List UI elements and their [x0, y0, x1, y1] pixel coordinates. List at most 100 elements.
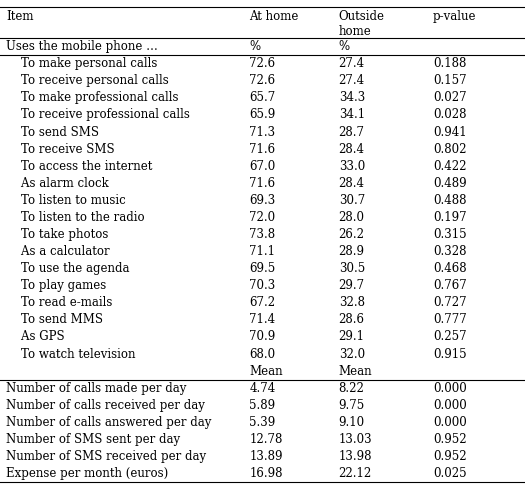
Text: 0.000: 0.000	[433, 416, 467, 429]
Text: Number of calls made per day: Number of calls made per day	[6, 382, 187, 395]
Text: 30.5: 30.5	[339, 262, 365, 275]
Text: 0.952: 0.952	[433, 450, 467, 463]
Text: 67.0: 67.0	[249, 160, 276, 173]
Text: 29.1: 29.1	[339, 330, 365, 344]
Text: Mean: Mean	[339, 365, 372, 378]
Text: p-value: p-value	[433, 10, 477, 23]
Text: 28.9: 28.9	[339, 245, 365, 258]
Text: Uses the mobile phone …: Uses the mobile phone …	[6, 40, 158, 53]
Text: To receive personal calls: To receive personal calls	[6, 74, 169, 87]
Text: To receive SMS: To receive SMS	[6, 142, 115, 156]
Text: 0.802: 0.802	[433, 142, 467, 156]
Text: 0.767: 0.767	[433, 279, 467, 292]
Text: 28.0: 28.0	[339, 211, 365, 224]
Text: Mean: Mean	[249, 365, 283, 378]
Text: At home: At home	[249, 10, 299, 23]
Text: 70.3: 70.3	[249, 279, 276, 292]
Text: 13.03: 13.03	[339, 433, 372, 446]
Text: 0.952: 0.952	[433, 433, 467, 446]
Text: To read e-mails: To read e-mails	[6, 297, 113, 309]
Text: To send SMS: To send SMS	[6, 126, 99, 138]
Text: 12.78: 12.78	[249, 433, 283, 446]
Text: 8.22: 8.22	[339, 382, 364, 395]
Text: 65.7: 65.7	[249, 91, 276, 105]
Text: %: %	[339, 40, 350, 53]
Text: 0.941: 0.941	[433, 126, 467, 138]
Text: 72.0: 72.0	[249, 211, 276, 224]
Text: To use the agenda: To use the agenda	[6, 262, 130, 275]
Text: As alarm clock: As alarm clock	[6, 177, 109, 190]
Text: 0.025: 0.025	[433, 467, 467, 480]
Text: 0.197: 0.197	[433, 211, 467, 224]
Text: 27.4: 27.4	[339, 74, 365, 87]
Text: To access the internet: To access the internet	[6, 160, 153, 173]
Text: Expense per month (euros): Expense per month (euros)	[6, 467, 169, 480]
Text: To watch television: To watch television	[6, 348, 136, 360]
Text: As GPS: As GPS	[6, 330, 65, 344]
Text: 0.000: 0.000	[433, 382, 467, 395]
Text: 0.027: 0.027	[433, 91, 467, 105]
Text: 0.727: 0.727	[433, 297, 467, 309]
Text: 22.12: 22.12	[339, 467, 372, 480]
Text: Number of calls answered per day: Number of calls answered per day	[6, 416, 212, 429]
Text: 0.315: 0.315	[433, 228, 467, 241]
Text: 71.1: 71.1	[249, 245, 276, 258]
Text: 0.488: 0.488	[433, 194, 467, 207]
Text: 65.9: 65.9	[249, 109, 276, 121]
Text: 69.3: 69.3	[249, 194, 276, 207]
Text: 73.8: 73.8	[249, 228, 276, 241]
Text: To make personal calls: To make personal calls	[6, 57, 158, 70]
Text: 72.6: 72.6	[249, 74, 276, 87]
Text: 34.3: 34.3	[339, 91, 365, 105]
Text: To make professional calls: To make professional calls	[6, 91, 179, 105]
Text: To listen to music: To listen to music	[6, 194, 126, 207]
Text: Number of SMS received per day: Number of SMS received per day	[6, 450, 206, 463]
Text: 71.6: 71.6	[249, 177, 276, 190]
Text: 32.0: 32.0	[339, 348, 365, 360]
Text: 28.4: 28.4	[339, 142, 365, 156]
Text: Outside
home: Outside home	[339, 10, 385, 38]
Text: 34.1: 34.1	[339, 109, 365, 121]
Text: To send MMS: To send MMS	[6, 313, 103, 327]
Text: 0.328: 0.328	[433, 245, 467, 258]
Text: %: %	[249, 40, 260, 53]
Text: 0.489: 0.489	[433, 177, 467, 190]
Text: To receive professional calls: To receive professional calls	[6, 109, 190, 121]
Text: 70.9: 70.9	[249, 330, 276, 344]
Text: 30.7: 30.7	[339, 194, 365, 207]
Text: 0.000: 0.000	[433, 399, 467, 412]
Text: To listen to the radio: To listen to the radio	[6, 211, 145, 224]
Text: 0.157: 0.157	[433, 74, 467, 87]
Text: Number of SMS sent per day: Number of SMS sent per day	[6, 433, 181, 446]
Text: 71.6: 71.6	[249, 142, 276, 156]
Text: 33.0: 33.0	[339, 160, 365, 173]
Text: 71.3: 71.3	[249, 126, 276, 138]
Text: 5.89: 5.89	[249, 399, 276, 412]
Text: 27.4: 27.4	[339, 57, 365, 70]
Text: 29.7: 29.7	[339, 279, 365, 292]
Text: To take photos: To take photos	[6, 228, 109, 241]
Text: 0.468: 0.468	[433, 262, 467, 275]
Text: 28.4: 28.4	[339, 177, 365, 190]
Text: 71.4: 71.4	[249, 313, 276, 327]
Text: 0.777: 0.777	[433, 313, 467, 327]
Text: 9.10: 9.10	[339, 416, 365, 429]
Text: 0.257: 0.257	[433, 330, 467, 344]
Text: 0.915: 0.915	[433, 348, 467, 360]
Text: 4.74: 4.74	[249, 382, 276, 395]
Text: As a calculator: As a calculator	[6, 245, 110, 258]
Text: 28.7: 28.7	[339, 126, 365, 138]
Text: 26.2: 26.2	[339, 228, 365, 241]
Text: 28.6: 28.6	[339, 313, 365, 327]
Text: 32.8: 32.8	[339, 297, 365, 309]
Text: To play games: To play games	[6, 279, 107, 292]
Text: 5.39: 5.39	[249, 416, 276, 429]
Text: 0.028: 0.028	[433, 109, 467, 121]
Text: 9.75: 9.75	[339, 399, 365, 412]
Text: 0.422: 0.422	[433, 160, 467, 173]
Text: 13.89: 13.89	[249, 450, 283, 463]
Text: Item: Item	[6, 10, 34, 23]
Text: 67.2: 67.2	[249, 297, 276, 309]
Text: 0.188: 0.188	[433, 57, 467, 70]
Text: 16.98: 16.98	[249, 467, 283, 480]
